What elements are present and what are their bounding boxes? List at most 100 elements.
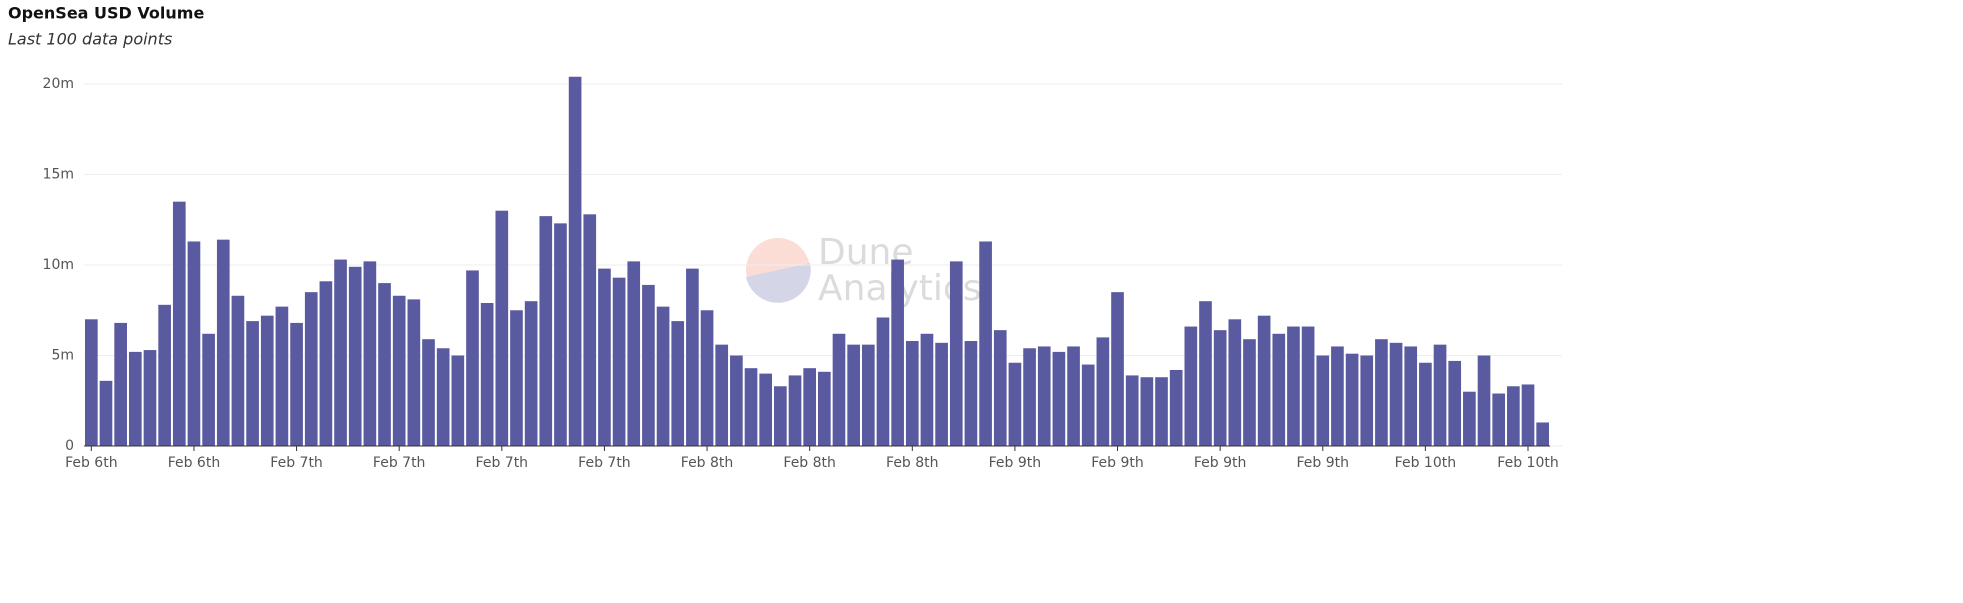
bar — [891, 259, 904, 446]
bar — [1433, 344, 1447, 446]
x-tick-label: Feb 8th — [783, 455, 836, 471]
bar — [1301, 326, 1315, 446]
chart-subtitle: Last 100 data points — [8, 30, 172, 49]
bar — [1111, 292, 1124, 446]
x-tick-label: Feb 7th — [578, 455, 631, 471]
bar — [715, 344, 729, 446]
bar — [392, 295, 406, 446]
bar — [1169, 369, 1183, 446]
bar — [627, 261, 641, 446]
bar — [1316, 355, 1330, 446]
bar — [1037, 346, 1051, 446]
bar — [861, 344, 875, 446]
bar — [1228, 319, 1242, 446]
bar — [451, 355, 465, 446]
bar — [510, 310, 523, 446]
bar — [1331, 346, 1344, 446]
bar — [876, 317, 890, 446]
bar — [260, 315, 274, 446]
bar — [407, 299, 421, 446]
bar — [466, 270, 479, 446]
bar — [1257, 315, 1271, 446]
bar — [686, 268, 699, 446]
y-tick-label: 5m — [51, 348, 74, 364]
x-tick-label: Feb 10th — [1497, 455, 1558, 471]
bar — [348, 266, 362, 446]
bar — [246, 321, 259, 446]
x-tick-label: Feb 9th — [989, 455, 1042, 471]
bar — [818, 371, 831, 446]
bar — [949, 261, 963, 446]
bar — [143, 350, 157, 446]
bar — [1360, 355, 1374, 446]
x-tick-label: Feb 8th — [681, 455, 734, 471]
y-tick-label: 10m — [43, 257, 74, 273]
bar — [803, 368, 816, 446]
bar — [378, 283, 391, 446]
x-tick-label: Feb 7th — [270, 455, 323, 471]
bar — [1448, 360, 1462, 446]
bar — [231, 295, 245, 446]
chart-title: OpenSea USD Volume — [8, 4, 204, 23]
bar — [1492, 393, 1506, 446]
bar — [993, 330, 1007, 446]
bar — [1404, 346, 1418, 446]
bar — [495, 210, 509, 446]
bar — [847, 344, 860, 446]
x-tick-label: Feb 7th — [476, 455, 529, 471]
bar — [99, 380, 113, 446]
watermark: Dune Analytics — [746, 232, 981, 309]
bar — [290, 322, 303, 446]
bar — [216, 239, 230, 446]
bar — [920, 333, 934, 446]
x-tick-label: Feb 6th — [65, 455, 118, 471]
y-tick-label: 0 — [65, 438, 74, 454]
bar — [1125, 375, 1139, 446]
bar — [114, 322, 127, 446]
bar — [964, 341, 978, 446]
bar — [656, 306, 670, 446]
bar — [1287, 326, 1300, 446]
bar — [642, 284, 655, 446]
bar — [568, 76, 582, 446]
bar — [1243, 339, 1256, 446]
bar — [1375, 339, 1388, 446]
bar — [1052, 351, 1066, 446]
bar — [583, 214, 597, 446]
bar — [1067, 346, 1080, 446]
bar — [363, 261, 377, 446]
bar — [1389, 342, 1403, 446]
bar — [1096, 337, 1110, 446]
bar — [304, 292, 318, 446]
bar — [1199, 301, 1212, 446]
bar — [1023, 348, 1036, 446]
bar — [598, 268, 611, 446]
bar — [1184, 326, 1198, 446]
x-tick-label: Feb 7th — [373, 455, 426, 471]
bar — [1140, 377, 1154, 446]
bar — [539, 216, 553, 446]
bar — [1463, 391, 1476, 446]
bar — [85, 319, 98, 446]
bar — [612, 277, 626, 446]
bar — [1536, 422, 1549, 446]
x-tick-label: Feb 9th — [1194, 455, 1247, 471]
watermark-logo — [746, 238, 810, 302]
bar — [422, 339, 435, 446]
bar — [1477, 355, 1491, 446]
bar — [1008, 362, 1022, 446]
y-tick-label: 20m — [43, 76, 74, 92]
bar — [744, 368, 758, 446]
bar — [319, 281, 333, 446]
bar — [832, 333, 846, 446]
bar — [436, 348, 450, 446]
bar — [1155, 377, 1168, 446]
bar — [202, 333, 215, 446]
bar — [979, 241, 992, 446]
bar — [480, 303, 494, 446]
bar — [1345, 353, 1359, 446]
bar — [187, 241, 201, 446]
x-tick-label: Feb 9th — [1297, 455, 1350, 471]
x-tick-label: Feb 6th — [168, 455, 221, 471]
